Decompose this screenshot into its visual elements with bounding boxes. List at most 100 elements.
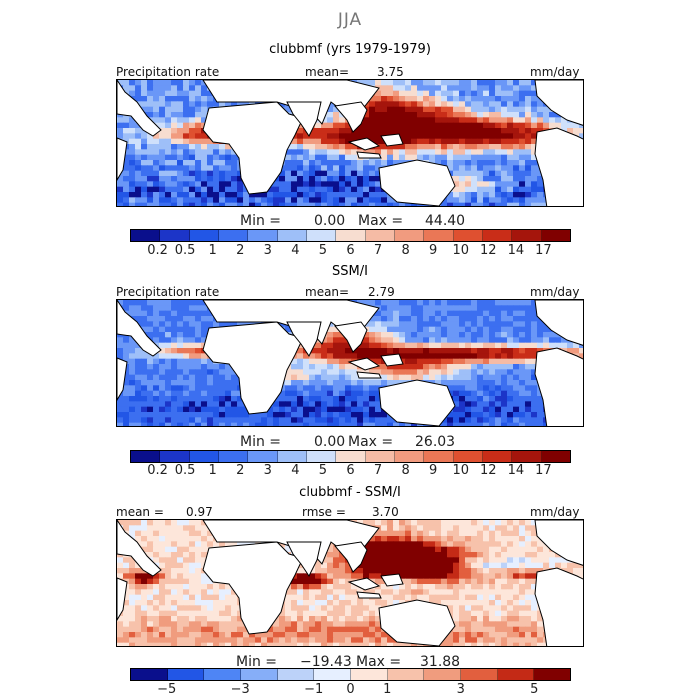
grid-cell (357, 165, 364, 172)
grid-cell (189, 133, 196, 140)
grid-cell (465, 154, 472, 161)
grid-cell (525, 202, 532, 206)
grid-cell (369, 546, 376, 553)
grid-cell (411, 369, 418, 376)
grid-cell (477, 385, 484, 392)
grid-cell (201, 106, 208, 113)
grid-cell (423, 584, 430, 590)
grid-cell (531, 562, 538, 569)
grid-cell (477, 578, 484, 585)
grid-cell (183, 589, 190, 596)
grid-cell (423, 112, 430, 118)
grid-cell (159, 305, 166, 312)
grid-cell (459, 401, 466, 408)
grid-cell (189, 396, 196, 402)
grid-cell (171, 160, 178, 166)
grid-cell (141, 90, 148, 97)
grid-cell (513, 520, 520, 526)
grid-cell (489, 165, 496, 172)
grid-cell (393, 154, 400, 161)
grid-cell (507, 197, 514, 204)
grid-cell (453, 192, 460, 198)
grid-cell (201, 385, 208, 392)
grid-cell (411, 342, 418, 349)
grid-cell (375, 401, 382, 408)
grid-cell (525, 552, 532, 558)
grid-cell (333, 578, 340, 585)
grid-cell (375, 300, 382, 306)
grid-cell (513, 112, 520, 118)
grid-cell (519, 106, 526, 113)
grid-cell (495, 401, 502, 408)
grid-cell (141, 101, 148, 108)
grid-cell (327, 417, 334, 424)
grid-cell (237, 422, 244, 426)
panel-1-variable-label: Precipitation rate (116, 65, 220, 79)
grid-cell (495, 385, 502, 392)
grid-cell (543, 112, 550, 118)
grid-cell (315, 369, 322, 376)
grid-cell (189, 530, 196, 537)
grid-cell (483, 374, 490, 381)
grid-cell (201, 401, 208, 408)
colorbar-tick-label: 8 (401, 463, 410, 478)
grid-cell (231, 401, 238, 408)
grid-cell (375, 326, 382, 333)
grid-cell (429, 364, 436, 370)
grid-cell (165, 541, 172, 548)
grid-cell (531, 385, 538, 392)
grid-cell (453, 85, 460, 92)
grid-cell (183, 396, 190, 402)
grid-cell (489, 525, 496, 532)
grid-cell (399, 562, 406, 569)
grid-cell (159, 133, 166, 140)
grid-cell (153, 353, 160, 360)
grid-cell (369, 380, 376, 386)
grid-cell (117, 197, 124, 204)
grid-cell (135, 525, 142, 532)
grid-cell (477, 573, 484, 580)
grid-cell (561, 342, 568, 349)
grid-cell (381, 112, 388, 118)
grid-cell (177, 546, 184, 553)
grid-cell (393, 422, 400, 426)
grid-cell (459, 353, 466, 360)
grid-cell (153, 85, 160, 92)
grid-cell (435, 300, 442, 306)
grid-cell (393, 149, 400, 156)
grid-cell (141, 96, 148, 102)
grid-cell (321, 568, 328, 574)
grid-cell (225, 160, 232, 166)
grid-cell (489, 192, 496, 198)
panel-3-title: clubbmf - SSM/I (299, 485, 401, 500)
grid-cell (345, 138, 352, 145)
grid-cell (435, 546, 442, 553)
grid-cell (303, 578, 310, 585)
grid-cell (339, 568, 346, 574)
grid-cell (459, 385, 466, 392)
grid-cell (207, 422, 214, 426)
grid-cell (291, 589, 298, 596)
grid-cell (183, 546, 190, 553)
grid-cell (183, 369, 190, 376)
grid-cell (207, 176, 214, 182)
grid-cell (399, 573, 406, 580)
grid-cell (249, 422, 256, 426)
grid-cell (129, 133, 136, 140)
grid-cell (141, 374, 148, 381)
grid-cell (345, 122, 352, 129)
grid-cell (309, 176, 316, 182)
grid-cell (387, 541, 394, 548)
grid-cell (459, 412, 466, 418)
grid-cell (489, 396, 496, 402)
grid-cell (459, 321, 466, 328)
grid-cell (435, 321, 442, 328)
grid-cell (555, 117, 562, 124)
grid-cell (171, 374, 178, 381)
grid-cell (153, 546, 160, 553)
grid-cell (309, 181, 316, 188)
grid-cell (531, 197, 538, 204)
grid-cell (465, 530, 472, 537)
grid-cell (165, 122, 172, 129)
grid-cell (417, 358, 424, 365)
